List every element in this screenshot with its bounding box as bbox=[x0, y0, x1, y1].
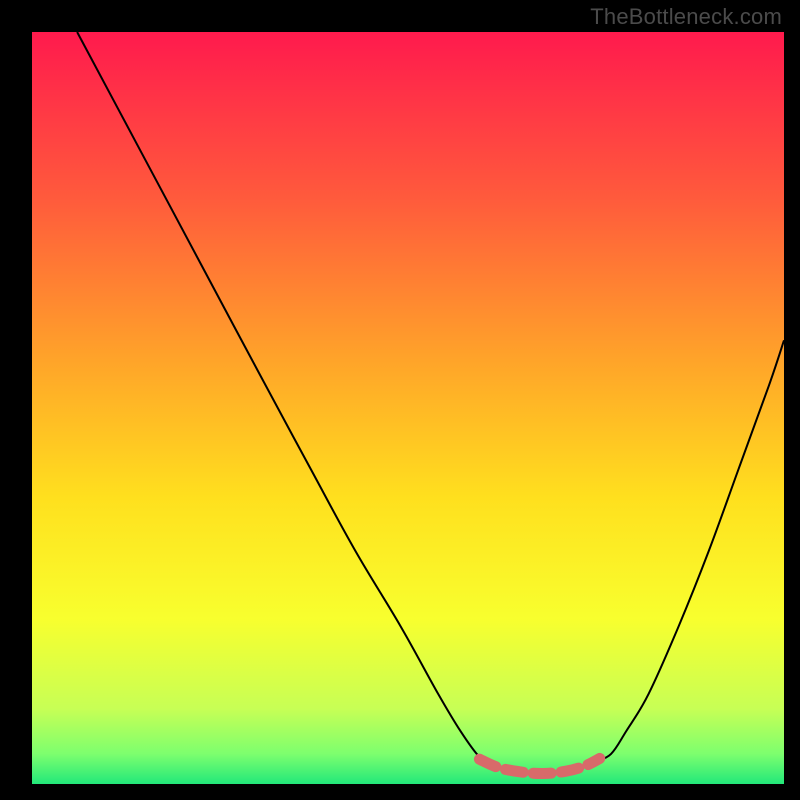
chart-svg bbox=[0, 0, 800, 800]
watermark-text: TheBottleneck.com bbox=[590, 4, 782, 30]
bottom-highlight-path bbox=[479, 758, 599, 773]
left-curve-path bbox=[77, 32, 491, 761]
right-curve-path bbox=[596, 340, 784, 761]
